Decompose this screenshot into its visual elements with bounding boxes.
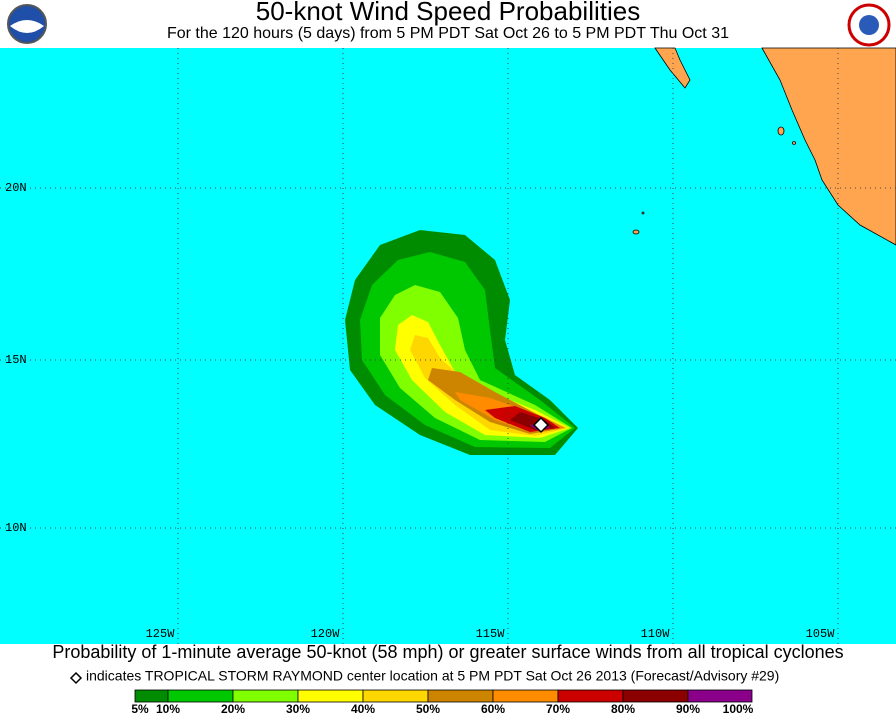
lon-label: 105W xyxy=(806,627,836,641)
legend-swatch xyxy=(687,689,753,703)
legend-label: 40% xyxy=(351,702,375,716)
legend-label: 30% xyxy=(286,702,310,716)
islands xyxy=(632,126,796,235)
legend-swatch xyxy=(492,689,559,703)
diamond-icon xyxy=(69,671,83,685)
legend-swatch xyxy=(134,689,169,703)
legend-swatch xyxy=(622,689,689,703)
lon-label: 120W xyxy=(311,627,341,641)
lat-label: 20N xyxy=(5,181,27,195)
legend: 5% 10% 20% 30% 40% 50% 60% 70% 80% 90% 100% xyxy=(131,689,754,716)
legend-label: 10% xyxy=(156,702,180,716)
legend-swatch xyxy=(427,689,494,703)
legend-label: 90% xyxy=(676,702,700,716)
legend-swatch xyxy=(557,689,624,703)
legend-swatch xyxy=(362,689,429,703)
lon-label: 110W xyxy=(641,627,671,641)
legend-label: 100% xyxy=(723,702,754,716)
lon-label: 125W xyxy=(146,627,176,641)
legend-swatch xyxy=(232,689,299,703)
legend-swatch xyxy=(167,689,234,703)
land xyxy=(761,47,896,246)
noaa-logo xyxy=(7,4,47,44)
caption: Probability of 1-minute average 50-knot … xyxy=(52,642,843,662)
legend-label: 50% xyxy=(416,702,440,716)
nws-logo xyxy=(847,3,891,47)
probability-contours xyxy=(345,230,578,455)
legend-label: 20% xyxy=(221,702,245,716)
storm-center xyxy=(532,416,550,434)
grid: 125W 120W 115W 110W 105W 20N 15N 10N xyxy=(0,48,896,644)
caption-note: indicates TROPICAL STORM RAYMOND center … xyxy=(86,668,779,684)
title: 50-knot Wind Speed Probabilities xyxy=(256,0,640,26)
legend-label: 80% xyxy=(611,702,635,716)
legend-swatch xyxy=(297,689,364,703)
subtitle: For the 120 hours (5 days) from 5 PM PDT… xyxy=(167,25,729,42)
legend-label: 60% xyxy=(481,702,505,716)
contour xyxy=(395,315,570,438)
legend-label: 5% xyxy=(131,702,149,716)
lat-label: 15N xyxy=(5,353,27,367)
lat-label: 10N xyxy=(5,521,27,535)
legend-label: 70% xyxy=(546,702,570,716)
lon-label: 115W xyxy=(476,627,506,641)
